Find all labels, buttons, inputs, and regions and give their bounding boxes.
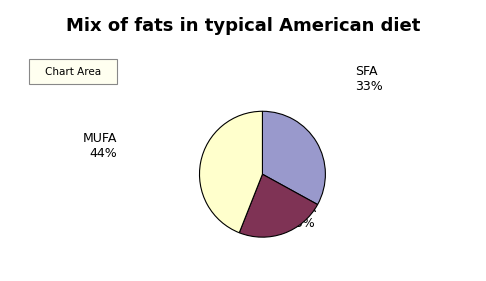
Text: Mix of fats in typical American diet: Mix of fats in typical American diet: [66, 17, 420, 35]
Wedge shape: [239, 174, 317, 237]
Wedge shape: [199, 111, 262, 233]
Wedge shape: [262, 111, 326, 205]
Text: SFA
33%: SFA 33%: [355, 65, 382, 93]
Text: PUFA
23%: PUFA 23%: [286, 202, 317, 230]
FancyBboxPatch shape: [29, 59, 117, 84]
Text: Chart Area: Chart Area: [45, 67, 101, 77]
Text: MUFA
44%: MUFA 44%: [82, 132, 117, 160]
